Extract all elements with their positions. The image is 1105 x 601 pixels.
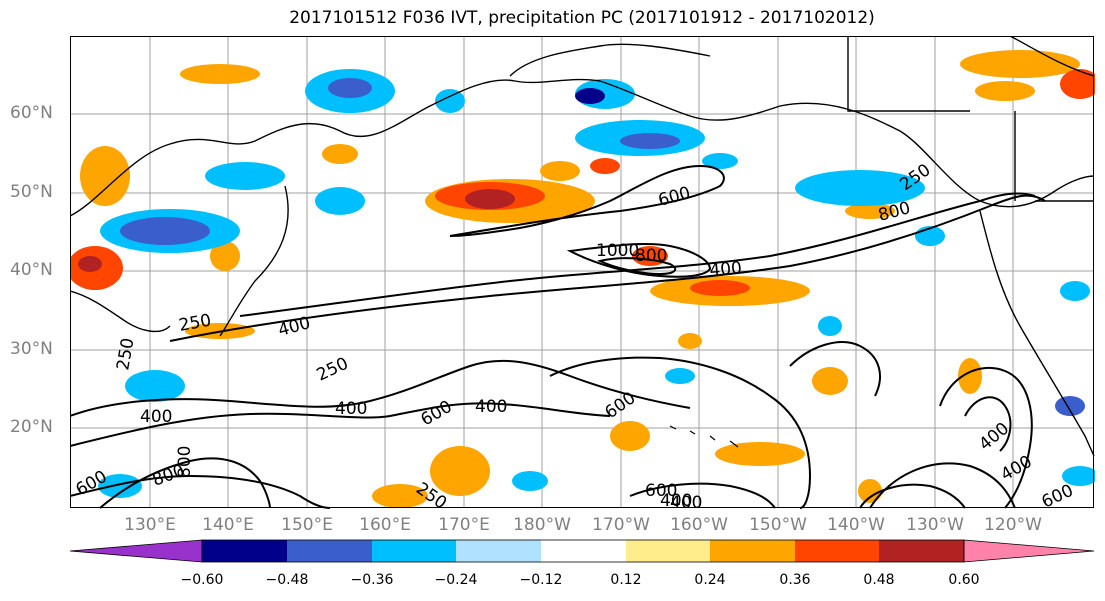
- precip-blob: [80, 146, 130, 206]
- precip-blob: [210, 241, 240, 271]
- contour-label: 400: [670, 493, 702, 509]
- colorbar-cell: [202, 540, 287, 562]
- precip-blob: [1060, 69, 1095, 99]
- precip-blob: [512, 471, 548, 491]
- precip-blob: [795, 170, 925, 206]
- colorbar-cell: [541, 540, 626, 562]
- precip-blob: [620, 133, 680, 149]
- contour-label: 400: [475, 397, 507, 417]
- colorbar-cell: [795, 540, 879, 562]
- lon-label: 170°W: [592, 515, 650, 535]
- colorbar-outline: [201, 539, 965, 563]
- lat-label-30n: 30°N: [10, 339, 53, 359]
- gridlines: [70, 36, 1094, 508]
- lon-label: 150°E: [281, 515, 333, 535]
- lon-label: 120°W: [984, 515, 1042, 535]
- precip-blob: [575, 88, 605, 104]
- precip-blob: [958, 358, 982, 394]
- precip-blob: [315, 187, 365, 215]
- precip-blob: [812, 367, 848, 395]
- contour-label: 800: [635, 246, 667, 266]
- contour-label: 1000: [596, 241, 639, 261]
- lon-label: 180°W: [513, 515, 571, 535]
- precip-blob: [1062, 466, 1095, 486]
- colorbar-tick: −0.36: [350, 572, 394, 588]
- precip-blob: [125, 370, 185, 402]
- colorbar-tick: 0.36: [779, 572, 811, 588]
- precip-blob: [465, 189, 515, 209]
- map-title: 2017101512 F036 IVT, precipitation PC (2…: [289, 8, 875, 28]
- precip-blob: [690, 280, 750, 296]
- lon-label: 160°E: [359, 515, 411, 535]
- island-chain: [669, 425, 739, 448]
- precip-blob: [590, 158, 620, 174]
- colorbar-tick: 0.60: [948, 572, 980, 588]
- colorbar-tick: 0.48: [863, 572, 895, 588]
- colorbar-cell: [710, 540, 795, 562]
- contour-label: 600: [645, 481, 677, 501]
- colorbar-cell: [287, 540, 372, 562]
- precip-blob: [78, 256, 102, 272]
- precip-blob: [180, 64, 260, 84]
- lat-label-40n: 40°N: [10, 260, 53, 280]
- precip-shading: [70, 50, 1095, 508]
- contour-label: 400: [335, 399, 367, 419]
- lon-label: 130°W: [906, 515, 964, 535]
- contour-label: 800: [175, 446, 195, 478]
- colorbar-cell: [963, 539, 1095, 563]
- precip-blob: [665, 368, 695, 384]
- precip-blob: [1060, 281, 1090, 301]
- colorbar: [69, 539, 1095, 563]
- precip-blob: [975, 81, 1035, 101]
- precip-blob: [845, 203, 895, 219]
- colorbar-tick: 0.12: [610, 572, 642, 588]
- colorbar-cell: [626, 540, 710, 562]
- precip-blob: [818, 316, 842, 336]
- precip-blob: [322, 144, 358, 164]
- precip-blob: [430, 446, 490, 496]
- lon-label: 170°E: [438, 515, 490, 535]
- contour-label: 400: [140, 407, 172, 427]
- precip-blob: [328, 78, 372, 98]
- precip-blob: [205, 162, 285, 190]
- contour-label: 400: [709, 258, 743, 281]
- precip-blob: [372, 484, 428, 508]
- precip-blob: [435, 89, 465, 113]
- lat-label-20n: 20°N: [10, 417, 53, 437]
- colorbar-tick: 0.24: [694, 572, 726, 588]
- colorbar-tick: −0.24: [434, 572, 478, 588]
- colorbar-tick: −0.12: [519, 572, 563, 588]
- colorbar-tick: −0.48: [265, 572, 309, 588]
- lon-label: 140°W: [827, 515, 885, 535]
- ivt-contours: [70, 164, 1046, 509]
- lon-label: 160°W: [670, 515, 728, 535]
- precip-blob: [858, 479, 882, 503]
- lon-label: 150°W: [749, 515, 807, 535]
- lat-label-60n: 60°N: [10, 103, 53, 123]
- map-panel: 250 250 250 250 400 400 400 400 400 400 …: [70, 36, 1095, 509]
- colorbar-cell: [879, 540, 964, 562]
- lat-label-50n: 50°N: [10, 182, 53, 202]
- precip-blob: [1055, 396, 1085, 416]
- precip-blob: [120, 217, 210, 245]
- contour-label: 400: [660, 491, 692, 509]
- lon-label: 140°E: [202, 515, 254, 535]
- precip-blob: [610, 421, 650, 451]
- colorbar-cell: [372, 540, 456, 562]
- coastlines: [70, 36, 1095, 457]
- precip-blob: [678, 333, 702, 349]
- precip-blob: [98, 474, 142, 498]
- colorbar-cell: [69, 539, 203, 563]
- colorbar-cell: [456, 540, 541, 562]
- precip-blob: [540, 161, 580, 181]
- colorbar-tick: −0.60: [180, 572, 224, 588]
- lon-label: 130°E: [124, 515, 176, 535]
- precip-blob: [702, 153, 738, 169]
- precip-blob: [715, 442, 805, 466]
